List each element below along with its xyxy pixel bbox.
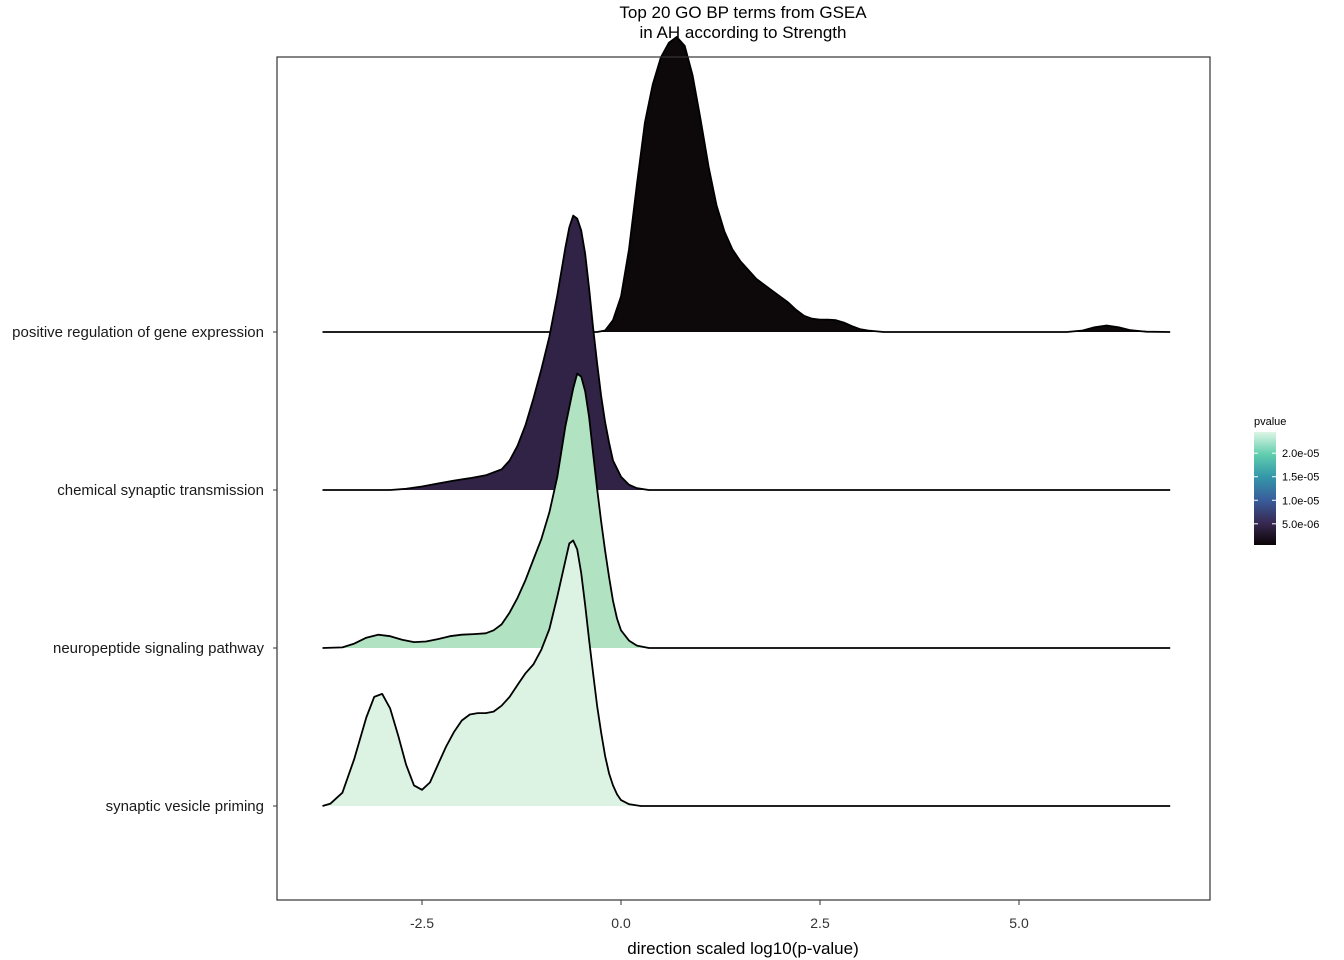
y-tick-label-synaptic-vesicle-priming: synaptic vesicle priming xyxy=(106,798,264,815)
x-axis: -2.5 0.0 2.5 5.0 xyxy=(410,900,1029,931)
ridge-line-neuropeptide-signaling-pathway xyxy=(322,372,1171,649)
legend-colorbar xyxy=(1254,432,1276,545)
y-axis: positive regulation of gene expression ch… xyxy=(12,324,277,815)
legend-tick-label-0: 5.0e-06 xyxy=(1282,519,1319,531)
x-tick-label-2: 2.5 xyxy=(810,915,830,931)
legend-tick-label-2: 1.5e-05 xyxy=(1282,472,1319,484)
y-tick-label-positive-regulation-of-gene-expression: positive regulation of gene expression xyxy=(12,324,264,341)
ridge-area-chemical-synaptic-transmission xyxy=(322,215,1171,490)
panel-border xyxy=(276,56,1211,901)
x-tick-label-0: -2.5 xyxy=(410,915,434,931)
chart-title-line-2: in AH according to Strength xyxy=(640,23,847,42)
legend-ticks: 5.0e-06 1.0e-05 1.5e-05 2.0e-05 xyxy=(1254,448,1319,531)
legend-tick-label-1: 1.0e-05 xyxy=(1282,495,1319,507)
x-tick-label-3: 5.0 xyxy=(1009,915,1029,931)
ridge-area-synaptic-vesicle-priming xyxy=(322,540,1171,806)
ridge-line-positive-regulation-of-gene-expression xyxy=(322,36,1171,333)
legend-title: pvalue xyxy=(1254,416,1286,428)
ridge-area-neuropeptide-signaling-pathway xyxy=(322,373,1171,648)
x-tick-label-1: 0.0 xyxy=(611,915,631,931)
ridge-line-chemical-synaptic-transmission xyxy=(322,214,1171,491)
chart-title-line-1: Top 20 GO BP terms from GSEA xyxy=(619,3,867,22)
ridges-layer xyxy=(322,36,1171,807)
legend-tick-label-3: 2.0e-05 xyxy=(1282,448,1319,460)
ridge-area-positive-regulation-of-gene-expression xyxy=(322,37,1171,332)
y-tick-label-chemical-synaptic-transmission: chemical synaptic transmission xyxy=(57,482,264,499)
x-axis-title: direction scaled log10(p-value) xyxy=(627,939,859,958)
y-tick-label-neuropeptide-signaling-pathway: neuropeptide signaling pathway xyxy=(53,640,264,657)
pvalue-legend: pvalue 5.0e-06 1.0e-05 1.5e-05 2.0e-05 xyxy=(1254,416,1319,545)
ridge-line-synaptic-vesicle-priming xyxy=(322,539,1171,807)
